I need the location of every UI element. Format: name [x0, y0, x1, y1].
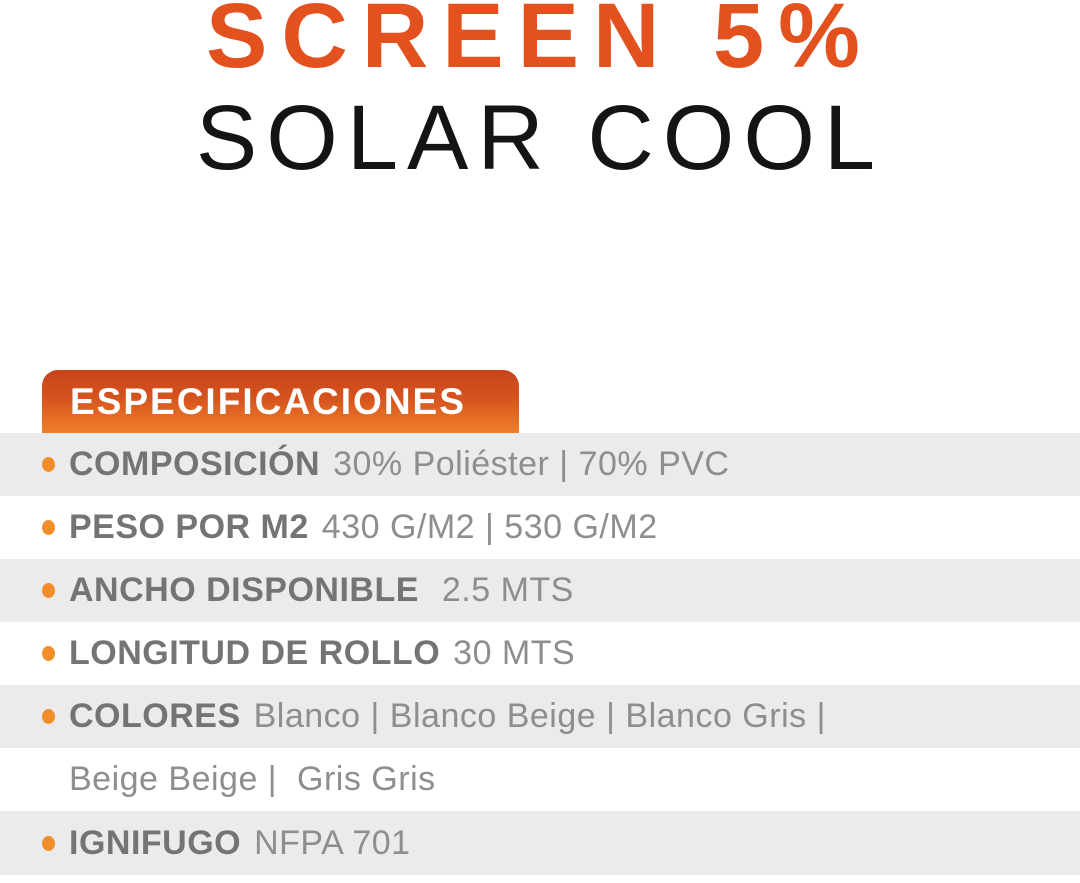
- spec-row-peso: PESO POR M2 430 G/M2 | 530 G/M2: [0, 496, 1080, 559]
- bullet-icon: [42, 646, 55, 661]
- bullet-icon: [42, 457, 55, 472]
- spec-value: Blanco | Blanco Beige | Blanco Gris |: [253, 697, 826, 735]
- bullet-icon: [42, 520, 55, 535]
- spec-row-colores-continuation: Beige Beige | Gris Gris: [0, 748, 1080, 811]
- spec-label: COLORES: [69, 697, 241, 735]
- spec-list: COMPOSICIÓN 30% Poliéster | 70% PVC PESO…: [0, 433, 1080, 875]
- spec-value: NFPA 701: [254, 823, 411, 862]
- spec-value: 30 MTS: [453, 634, 576, 672]
- bullet-icon: [42, 709, 55, 724]
- bullet-icon: [42, 835, 55, 851]
- bullet-icon: [42, 583, 55, 598]
- spec-row-ignifugo: IGNIFUGO NFPA 701: [0, 811, 1080, 875]
- product-subtitle: SOLAR COOL: [195, 87, 885, 189]
- spec-value: 430 G/M2 | 530 G/M2: [321, 508, 658, 546]
- spec-label: LONGITUD DE ROLLO: [69, 634, 441, 672]
- spec-row-longitud: LONGITUD DE ROLLO 30 MTS: [0, 622, 1080, 685]
- specifications-badge-label: ESPECIFICACIONES: [70, 380, 466, 422]
- spec-label: IGNIFUGO: [69, 823, 242, 862]
- spec-row-colores: COLORES Blanco | Blanco Beige | Blanco G…: [0, 685, 1080, 748]
- product-title: SCREEN 5%: [206, 0, 874, 87]
- spec-row-composicion: COMPOSICIÓN 30% Poliéster | 70% PVC: [0, 433, 1080, 496]
- spec-value: 30% Poliéster | 70% PVC: [333, 445, 730, 483]
- spec-label: COMPOSICIÓN: [69, 445, 321, 483]
- specifications-badge: ESPECIFICACIONES: [42, 370, 519, 433]
- spec-value: Beige Beige | Gris Gris: [69, 760, 436, 798]
- spec-row-ancho: ANCHO DISPONIBLE 2.5 MTS: [0, 559, 1080, 622]
- spec-label: PESO POR M2: [69, 508, 309, 546]
- spec-label: ANCHO DISPONIBLE: [69, 571, 419, 609]
- spec-value: 2.5 MTS: [431, 571, 574, 609]
